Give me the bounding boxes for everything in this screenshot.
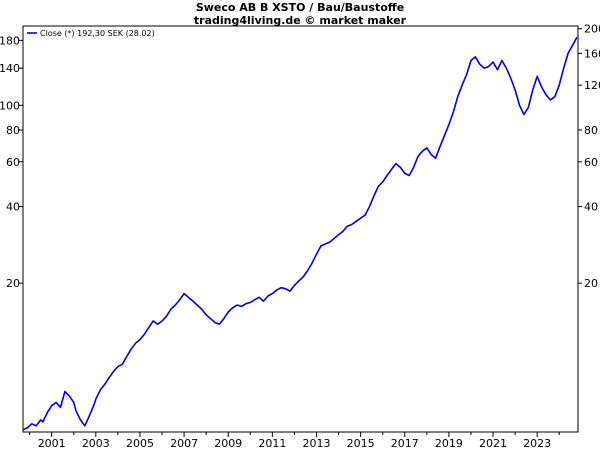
- right-y-axis: 20 40 60 80 120 160 200: [578, 23, 600, 290]
- legend: Close (*) 192,30 SEK (28.02): [27, 29, 155, 38]
- left-axis-tick-label: 40: [6, 201, 20, 214]
- x-axis-tick-label: 2015: [347, 437, 375, 450]
- right-axis-tick-label: 160: [584, 47, 600, 60]
- price-series-line: [22, 36, 578, 431]
- x-axis-tick-label: 2013: [302, 437, 330, 450]
- x-axis-tick-label: 2017: [391, 437, 419, 450]
- x-axis-tick-label: 2001: [38, 437, 66, 450]
- x-axis-tick-label: 2003: [82, 437, 110, 450]
- left-axis-tick-label: 180: [0, 34, 20, 47]
- chart-title-block: Sweco AB B XSTO / Bau/Baustoffe trading4…: [0, 1, 600, 27]
- left-axis-tick-label: 140: [0, 62, 20, 75]
- x-axis-tick-label: 2019: [435, 437, 463, 450]
- right-axis-tick-label: 200: [584, 23, 600, 36]
- x-axis-tick-label: 2023: [523, 437, 551, 450]
- x-axis-tick-label: 2009: [214, 437, 242, 450]
- left-axis-tick-label: 20: [6, 277, 20, 290]
- x-axis-tick-label: 2021: [479, 437, 507, 450]
- left-y-axis: 20 40 60 80 100 140 180: [0, 34, 23, 290]
- chart-subtitle: trading4living.de © market maker: [193, 14, 407, 27]
- right-axis-tick-label: 40: [584, 201, 598, 214]
- left-axis-tick-label: 80: [6, 124, 20, 137]
- legend-label: Close (*) 192,30 SEK (28.02): [40, 29, 155, 38]
- right-axis-tick-label: 80: [584, 124, 598, 137]
- right-axis-tick-label: 120: [584, 79, 600, 92]
- x-axis-tick-label: 2007: [170, 437, 198, 450]
- right-axis-tick-label: 20: [584, 277, 598, 290]
- left-axis-tick-label: 60: [6, 156, 20, 169]
- right-axis-tick-label: 60: [584, 156, 598, 169]
- x-axis-tick-label: 2011: [258, 437, 286, 450]
- plot-area-frame: [22, 25, 579, 433]
- x-axis: 2001 2003 2005 2007 2009 2011 2013 2015 2017 2019…: [29, 432, 560, 450]
- left-axis-tick-label: 100: [0, 99, 20, 112]
- chart-title: Sweco AB B XSTO / Bau/Baustoffe: [195, 1, 405, 14]
- x-axis-tick-label: 2005: [126, 437, 154, 450]
